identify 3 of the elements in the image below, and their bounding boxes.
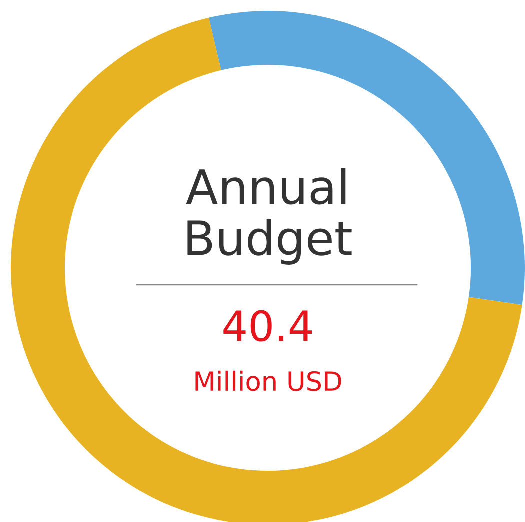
- text: 40.4: [224, 310, 312, 342]
- text: Annual Budget: [186, 168, 352, 265]
- text: Million USD: [196, 370, 342, 392]
